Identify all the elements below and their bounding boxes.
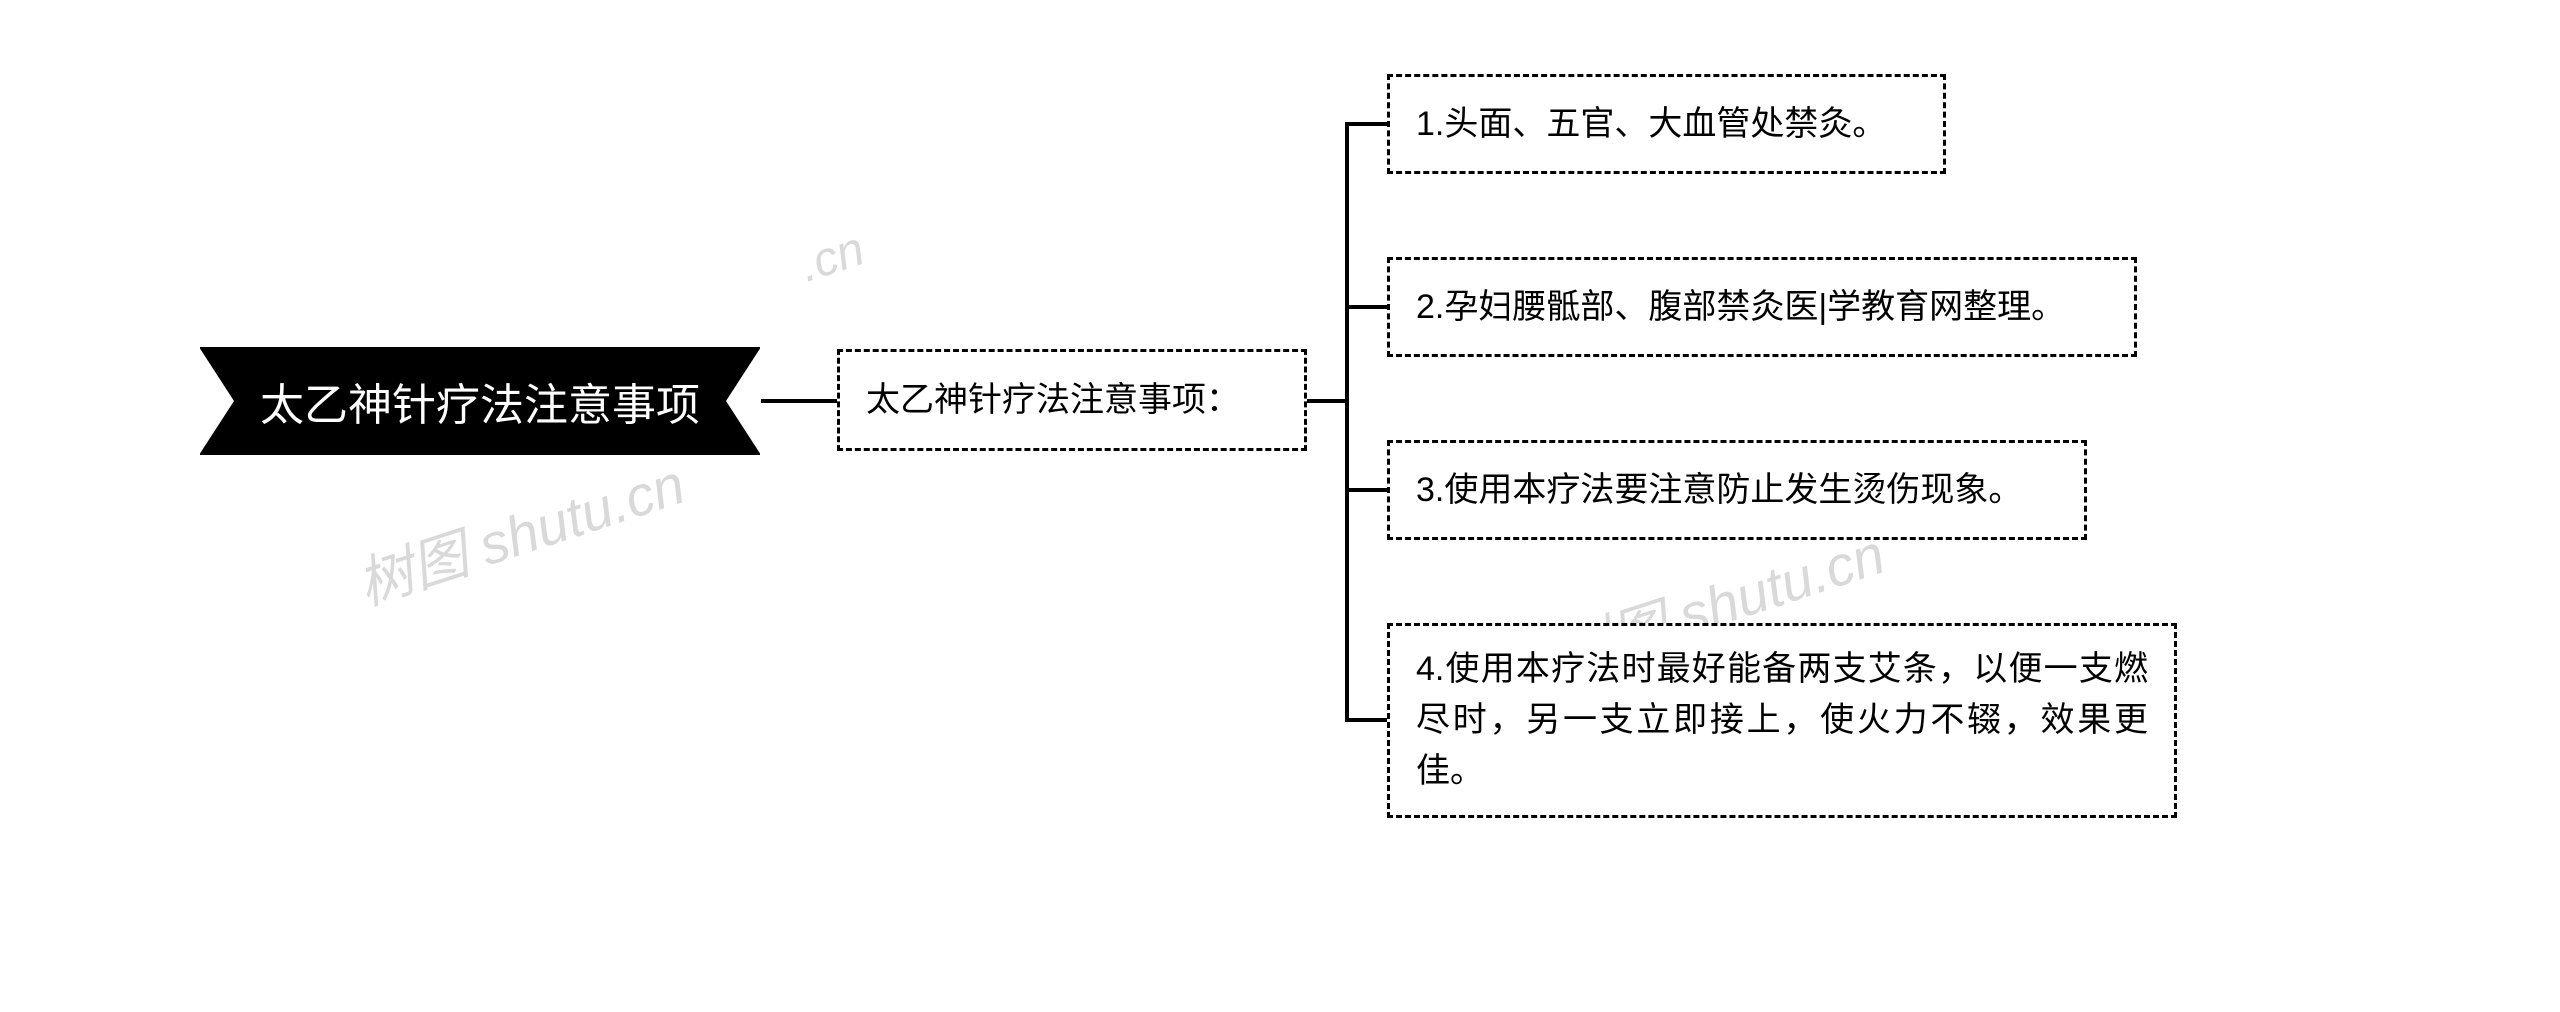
watermark: 树图 shutu.cn	[346, 440, 694, 622]
leaf-label: 4.使用本疗法时最好能备两支艾条，以便一支燃尽时，另一支立即接上，使火力不辍，效…	[1416, 644, 2148, 797]
leaf-label: 2.孕妇腰骶部、腹部禁灸医|学教育网整理。	[1416, 282, 2065, 333]
level1-label: 太乙神针疗法注意事项：	[866, 375, 1240, 426]
connector	[1307, 399, 1347, 403]
mindmap-canvas: 树图 shutu.cn 树图 shutu.cn .cn 太乙神针疗法注意事项 太…	[0, 0, 2560, 1012]
leaf-node[interactable]: 3.使用本疗法要注意防止发生烫伤现象。	[1387, 440, 2087, 540]
connector	[1345, 488, 1387, 492]
root-label: 太乙神针疗法注意事项	[260, 369, 700, 433]
connector	[760, 399, 837, 403]
leaf-label: 3.使用本疗法要注意防止发生烫伤现象。	[1416, 465, 2022, 516]
connector-trunk	[1345, 122, 1349, 722]
leaf-node[interactable]: 2.孕妇腰骶部、腹部禁灸医|学教育网整理。	[1387, 257, 2137, 357]
connector	[1345, 718, 1387, 722]
leaf-label: 1.头面、五官、大血管处禁灸。	[1416, 99, 1886, 150]
connector	[1345, 305, 1387, 309]
root-right-notch	[726, 347, 761, 455]
level1-node[interactable]: 太乙神针疗法注意事项：	[837, 349, 1307, 451]
root-node[interactable]: 太乙神针疗法注意事项	[200, 347, 760, 455]
leaf-node[interactable]: 1.头面、五官、大血管处禁灸。	[1387, 74, 1946, 174]
watermark: .cn	[793, 221, 871, 293]
leaf-node[interactable]: 4.使用本疗法时最好能备两支艾条，以便一支燃尽时，另一支立即接上，使火力不辍，效…	[1387, 623, 2177, 818]
root-left-notch	[199, 347, 234, 455]
connector	[1345, 122, 1387, 126]
